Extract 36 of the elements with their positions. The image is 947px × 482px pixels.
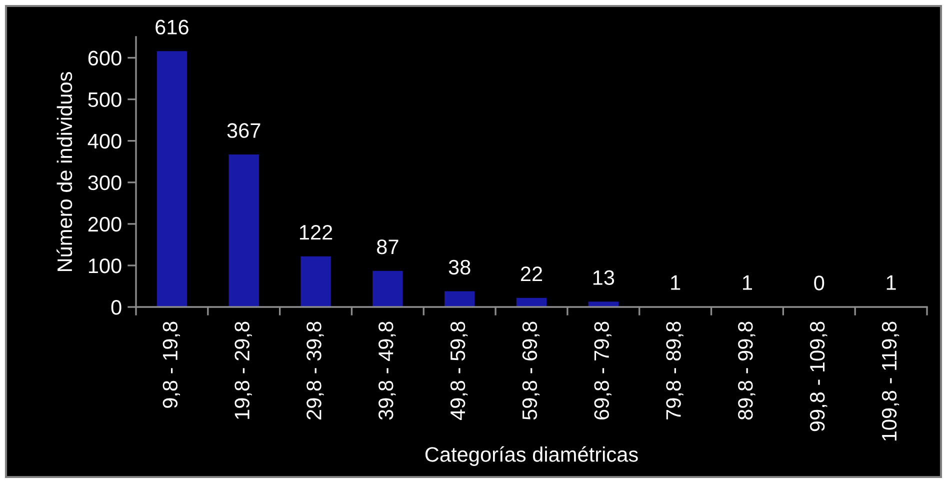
x-tick-label: 99,8 - 109,8: [810, 322, 828, 432]
bar: [156, 51, 188, 307]
x-tick-label: 9,8 - 19,8: [162, 322, 180, 408]
bar: [300, 256, 331, 307]
x-tick-label: 59,8 - 69,8: [522, 322, 540, 420]
data-label: 1: [743, 275, 752, 290]
x-axis-title: Categorías diamétricas: [425, 446, 638, 466]
data-label: 0: [814, 276, 824, 290]
data-label: 367: [227, 123, 260, 138]
data-label: 38: [448, 260, 470, 275]
x-tick-label: 39,8 - 49,8: [378, 322, 396, 420]
x-tick-label: 79,8 - 89,8: [666, 322, 684, 420]
x-tick-label: 69,8 - 79,8: [594, 322, 612, 420]
data-label: 1: [671, 275, 680, 290]
x-tick-label: 19,8 - 29,8: [234, 322, 252, 419]
y-tick-label: 200: [88, 216, 122, 232]
y-tick-label: 0: [111, 300, 122, 315]
data-label: 87: [377, 239, 398, 254]
y-tick-label: 300: [88, 175, 122, 190]
data-label: 13: [593, 270, 614, 285]
x-tick-label: 89,8 - 99,8: [738, 322, 756, 420]
data-label: 1: [886, 275, 896, 290]
y-tick-label: 600: [88, 50, 122, 66]
bar: [444, 291, 475, 307]
x-tick-label: 49,8 - 59,8: [450, 322, 468, 420]
data-label: 22: [520, 266, 542, 282]
x-tick-label: 109,8 - 119,8: [882, 322, 900, 441]
y-tick-label: 400: [88, 134, 122, 149]
bar: [228, 154, 259, 307]
y-tick-label: 100: [88, 258, 122, 274]
data-label: 616: [156, 20, 188, 35]
y-axis-title: Número de individuos: [56, 72, 72, 272]
data-label: 122: [300, 224, 332, 240]
x-tick-label: 29,8 - 39,8: [306, 322, 324, 420]
y-tick-label: 500: [88, 92, 122, 108]
bar: [372, 270, 403, 307]
